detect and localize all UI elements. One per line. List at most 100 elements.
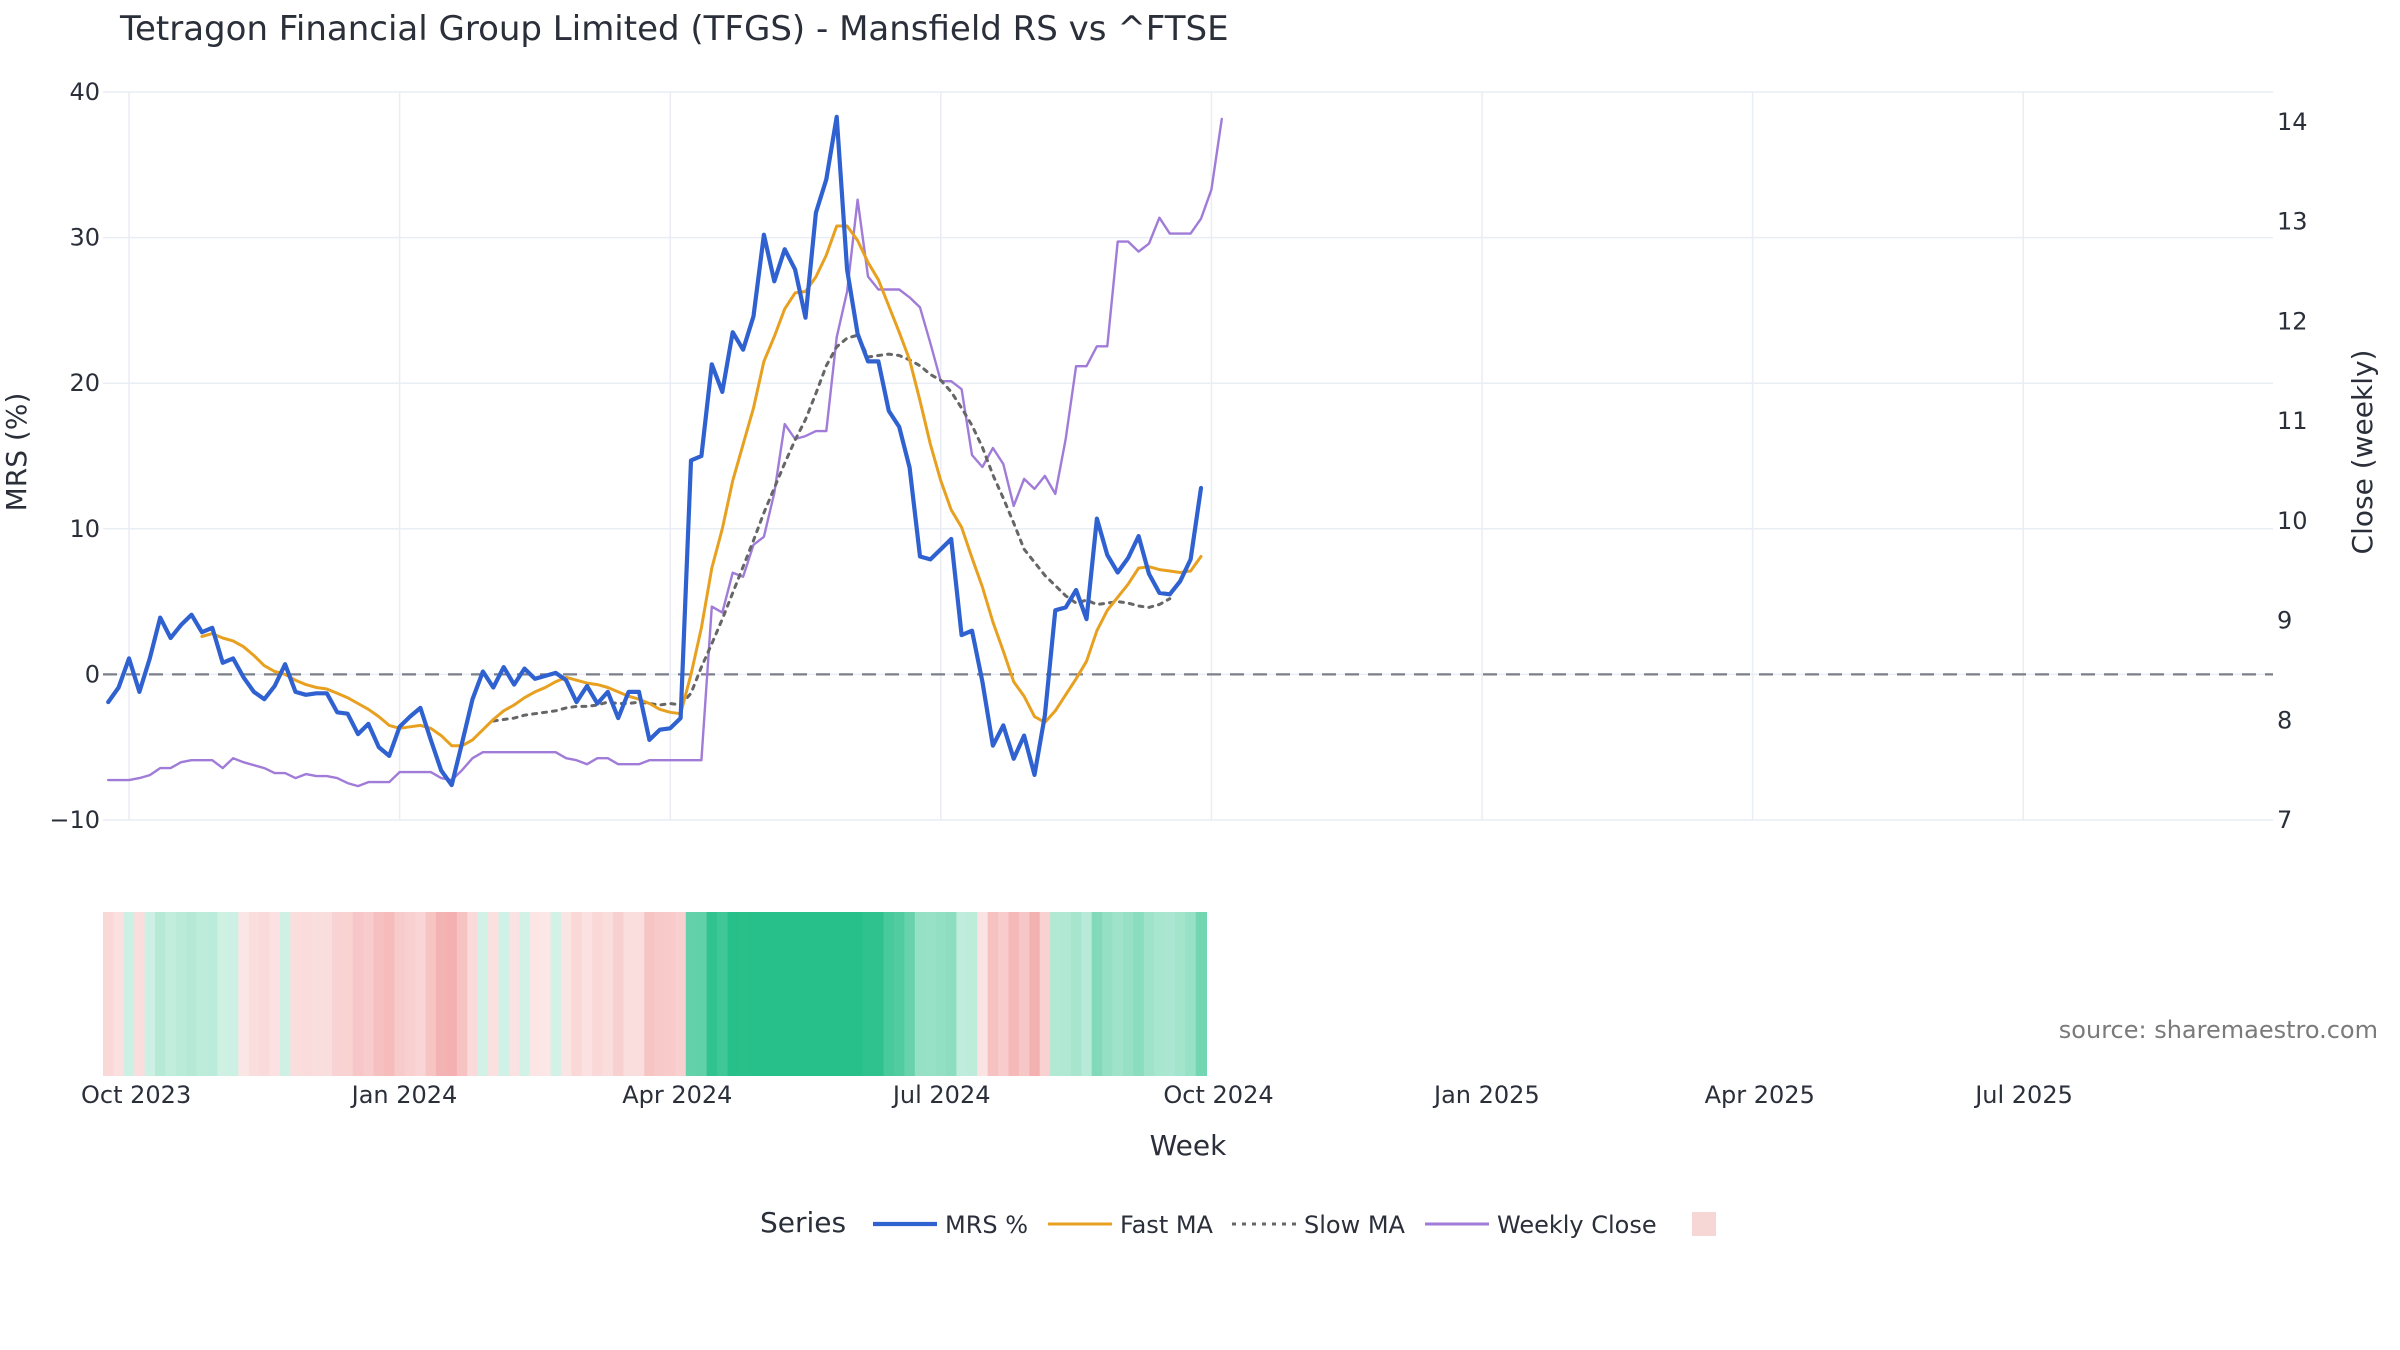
heatmap-cell bbox=[592, 912, 604, 1076]
heatmap-cell bbox=[1154, 912, 1166, 1076]
heatmap-cell bbox=[862, 912, 874, 1076]
x-tick-label: Jan 2025 bbox=[1432, 1081, 1540, 1109]
y-tick-label: −10 bbox=[49, 806, 100, 834]
heatmap-cell bbox=[248, 912, 260, 1076]
heatmap-cell bbox=[758, 912, 770, 1076]
heatmap-cell bbox=[363, 912, 375, 1076]
heatmap-cell bbox=[966, 912, 978, 1076]
series-line-weekly-close bbox=[107, 117, 1223, 788]
heatmap-cell bbox=[904, 912, 916, 1076]
heatmap-cell bbox=[425, 912, 437, 1076]
y2-tick-label: 9 bbox=[2277, 607, 2292, 635]
legend-label: Fast MA bbox=[1120, 1211, 1214, 1239]
heatmap-cell bbox=[831, 912, 843, 1076]
y-tick-label: 20 bbox=[69, 369, 100, 397]
chart-title: Tetragon Financial Group Limited (TFGS) … bbox=[119, 9, 1229, 49]
heatmap-cell bbox=[123, 912, 135, 1076]
heatmap-cell bbox=[342, 912, 354, 1076]
legend-label: Slow MA bbox=[1304, 1211, 1406, 1239]
heatmap-cell bbox=[269, 912, 281, 1076]
legend: Series MRS % Fast MA Slow MA Weekly Close bbox=[760, 1206, 1716, 1239]
heatmap-cell bbox=[446, 912, 458, 1076]
heatmap-cell bbox=[540, 912, 552, 1076]
heatmap-cell bbox=[1060, 912, 1072, 1076]
heatmap-cell bbox=[279, 912, 292, 1076]
heatmap-cell bbox=[654, 912, 666, 1076]
heatmap-cell bbox=[134, 912, 146, 1076]
y2-tick-label: 14 bbox=[2277, 108, 2308, 136]
x-tick-label: Apr 2025 bbox=[1705, 1081, 1815, 1109]
heatmap-cell bbox=[238, 912, 250, 1076]
heatmap-cell bbox=[175, 912, 188, 1076]
source-label: source: sharemaestro.com bbox=[2059, 1016, 2378, 1044]
heatmap-cell bbox=[488, 912, 500, 1076]
series-line-mrs bbox=[106, 114, 1204, 788]
heatmap-cell bbox=[633, 912, 645, 1076]
legend-title: Series bbox=[760, 1206, 846, 1239]
heatmap-cell bbox=[165, 912, 177, 1076]
y2-tick-label: 12 bbox=[2277, 307, 2308, 335]
heatmap-cell bbox=[977, 912, 989, 1076]
y2-axis-ticks: 7 8 9 10 11 12 13 14 bbox=[2277, 108, 2308, 834]
heatmap-cell bbox=[550, 912, 562, 1076]
heatmap-cell bbox=[914, 912, 926, 1076]
heatmap-cell bbox=[810, 912, 822, 1076]
heatmap-cell bbox=[789, 912, 802, 1076]
heatmap-cell bbox=[1050, 912, 1062, 1076]
series-line-fast-ma bbox=[200, 224, 1203, 748]
heatmap-cell bbox=[1175, 912, 1187, 1076]
series-group bbox=[106, 114, 1223, 788]
y-axis-ticks: −10 0 10 20 30 40 bbox=[49, 78, 100, 834]
heatmap-cell bbox=[1143, 912, 1155, 1076]
heatmap-cell bbox=[727, 912, 739, 1076]
x-tick-label: Jul 2024 bbox=[891, 1081, 991, 1109]
heatmap-cell bbox=[155, 912, 167, 1076]
heatmap-cell bbox=[529, 912, 541, 1076]
heatmap-cell bbox=[227, 912, 240, 1076]
heatmap-cell bbox=[779, 912, 791, 1076]
heatmap-cell bbox=[196, 912, 208, 1076]
legend-swatch bbox=[1692, 1212, 1716, 1236]
heatmap-cell bbox=[1195, 912, 1207, 1076]
x-tick-label: Oct 2024 bbox=[1163, 1081, 1273, 1109]
heatmap-cell bbox=[852, 912, 864, 1076]
grid bbox=[103, 91, 2273, 821]
heatmap-cell bbox=[769, 912, 781, 1076]
y-tick-label: 0 bbox=[85, 660, 100, 688]
heatmap-cell bbox=[1185, 912, 1197, 1076]
heatmap-cell bbox=[259, 912, 271, 1076]
heatmap-cell bbox=[1039, 912, 1051, 1076]
heatmap-cell bbox=[415, 912, 427, 1076]
heatmap-cell bbox=[821, 912, 833, 1076]
heatmap-cell bbox=[477, 912, 489, 1076]
heatmap-cell bbox=[1029, 912, 1041, 1076]
heatmap-cell bbox=[1102, 912, 1114, 1076]
heatmap-cell bbox=[1070, 912, 1083, 1076]
heatmap-cell bbox=[737, 912, 750, 1076]
x-tick-label: Jul 2025 bbox=[1973, 1081, 2073, 1109]
heatmap-cell bbox=[602, 912, 614, 1076]
heatmap-cell bbox=[987, 912, 999, 1076]
heatmap-cell bbox=[498, 912, 510, 1076]
heatmap-cell bbox=[352, 912, 364, 1076]
heatmap-cell bbox=[456, 912, 469, 1076]
heatmap-cell bbox=[467, 912, 479, 1076]
heatmap-cell bbox=[373, 912, 385, 1076]
heatmap-cell bbox=[384, 912, 396, 1076]
heatmap-cell bbox=[873, 912, 885, 1076]
y2-tick-label: 8 bbox=[2277, 706, 2292, 734]
heatmap-cell bbox=[113, 912, 125, 1076]
heatmap-cell bbox=[207, 912, 219, 1076]
y2-tick-label: 11 bbox=[2277, 407, 2308, 435]
heatmap-cell bbox=[300, 912, 312, 1076]
heatmap-cell bbox=[290, 912, 302, 1076]
heatmap-cell bbox=[800, 912, 812, 1076]
heatmap-cell bbox=[332, 912, 344, 1076]
heatmap-cell bbox=[956, 912, 968, 1076]
heatmap-cell bbox=[935, 912, 947, 1076]
heatmap-cell bbox=[1123, 912, 1135, 1076]
y2-tick-label: 13 bbox=[2277, 208, 2308, 236]
heatmap-cell bbox=[685, 912, 697, 1076]
heatmap-cell bbox=[998, 912, 1010, 1076]
